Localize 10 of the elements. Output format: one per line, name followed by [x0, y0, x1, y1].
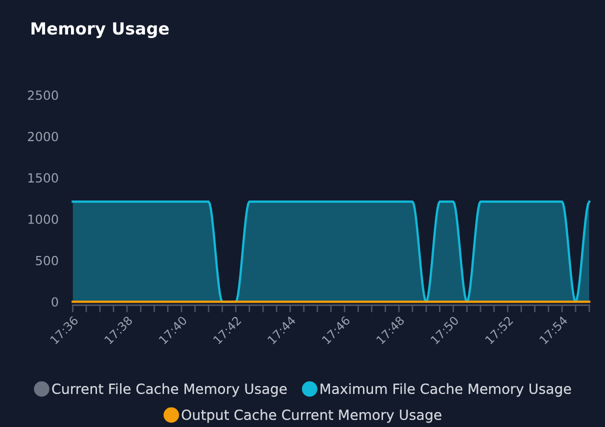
- y-tick-label: 2500: [28, 90, 58, 100]
- legend-label: Current File Cache Memory Usage: [52, 383, 287, 397]
- chart-title: Memory Usage: [32, 22, 169, 38]
- y-tick-label: 0: [52, 297, 58, 307]
- y-tick-label: 1500: [28, 173, 58, 183]
- y-tick-label: 500: [36, 256, 58, 266]
- legend-label: Maximum File Cache Memory Usage: [320, 383, 571, 397]
- legend-label: Output Cache Current Memory Usage: [182, 409, 442, 423]
- y-tick-label: 2000: [28, 132, 58, 142]
- y-tick-label: 1000: [28, 214, 58, 224]
